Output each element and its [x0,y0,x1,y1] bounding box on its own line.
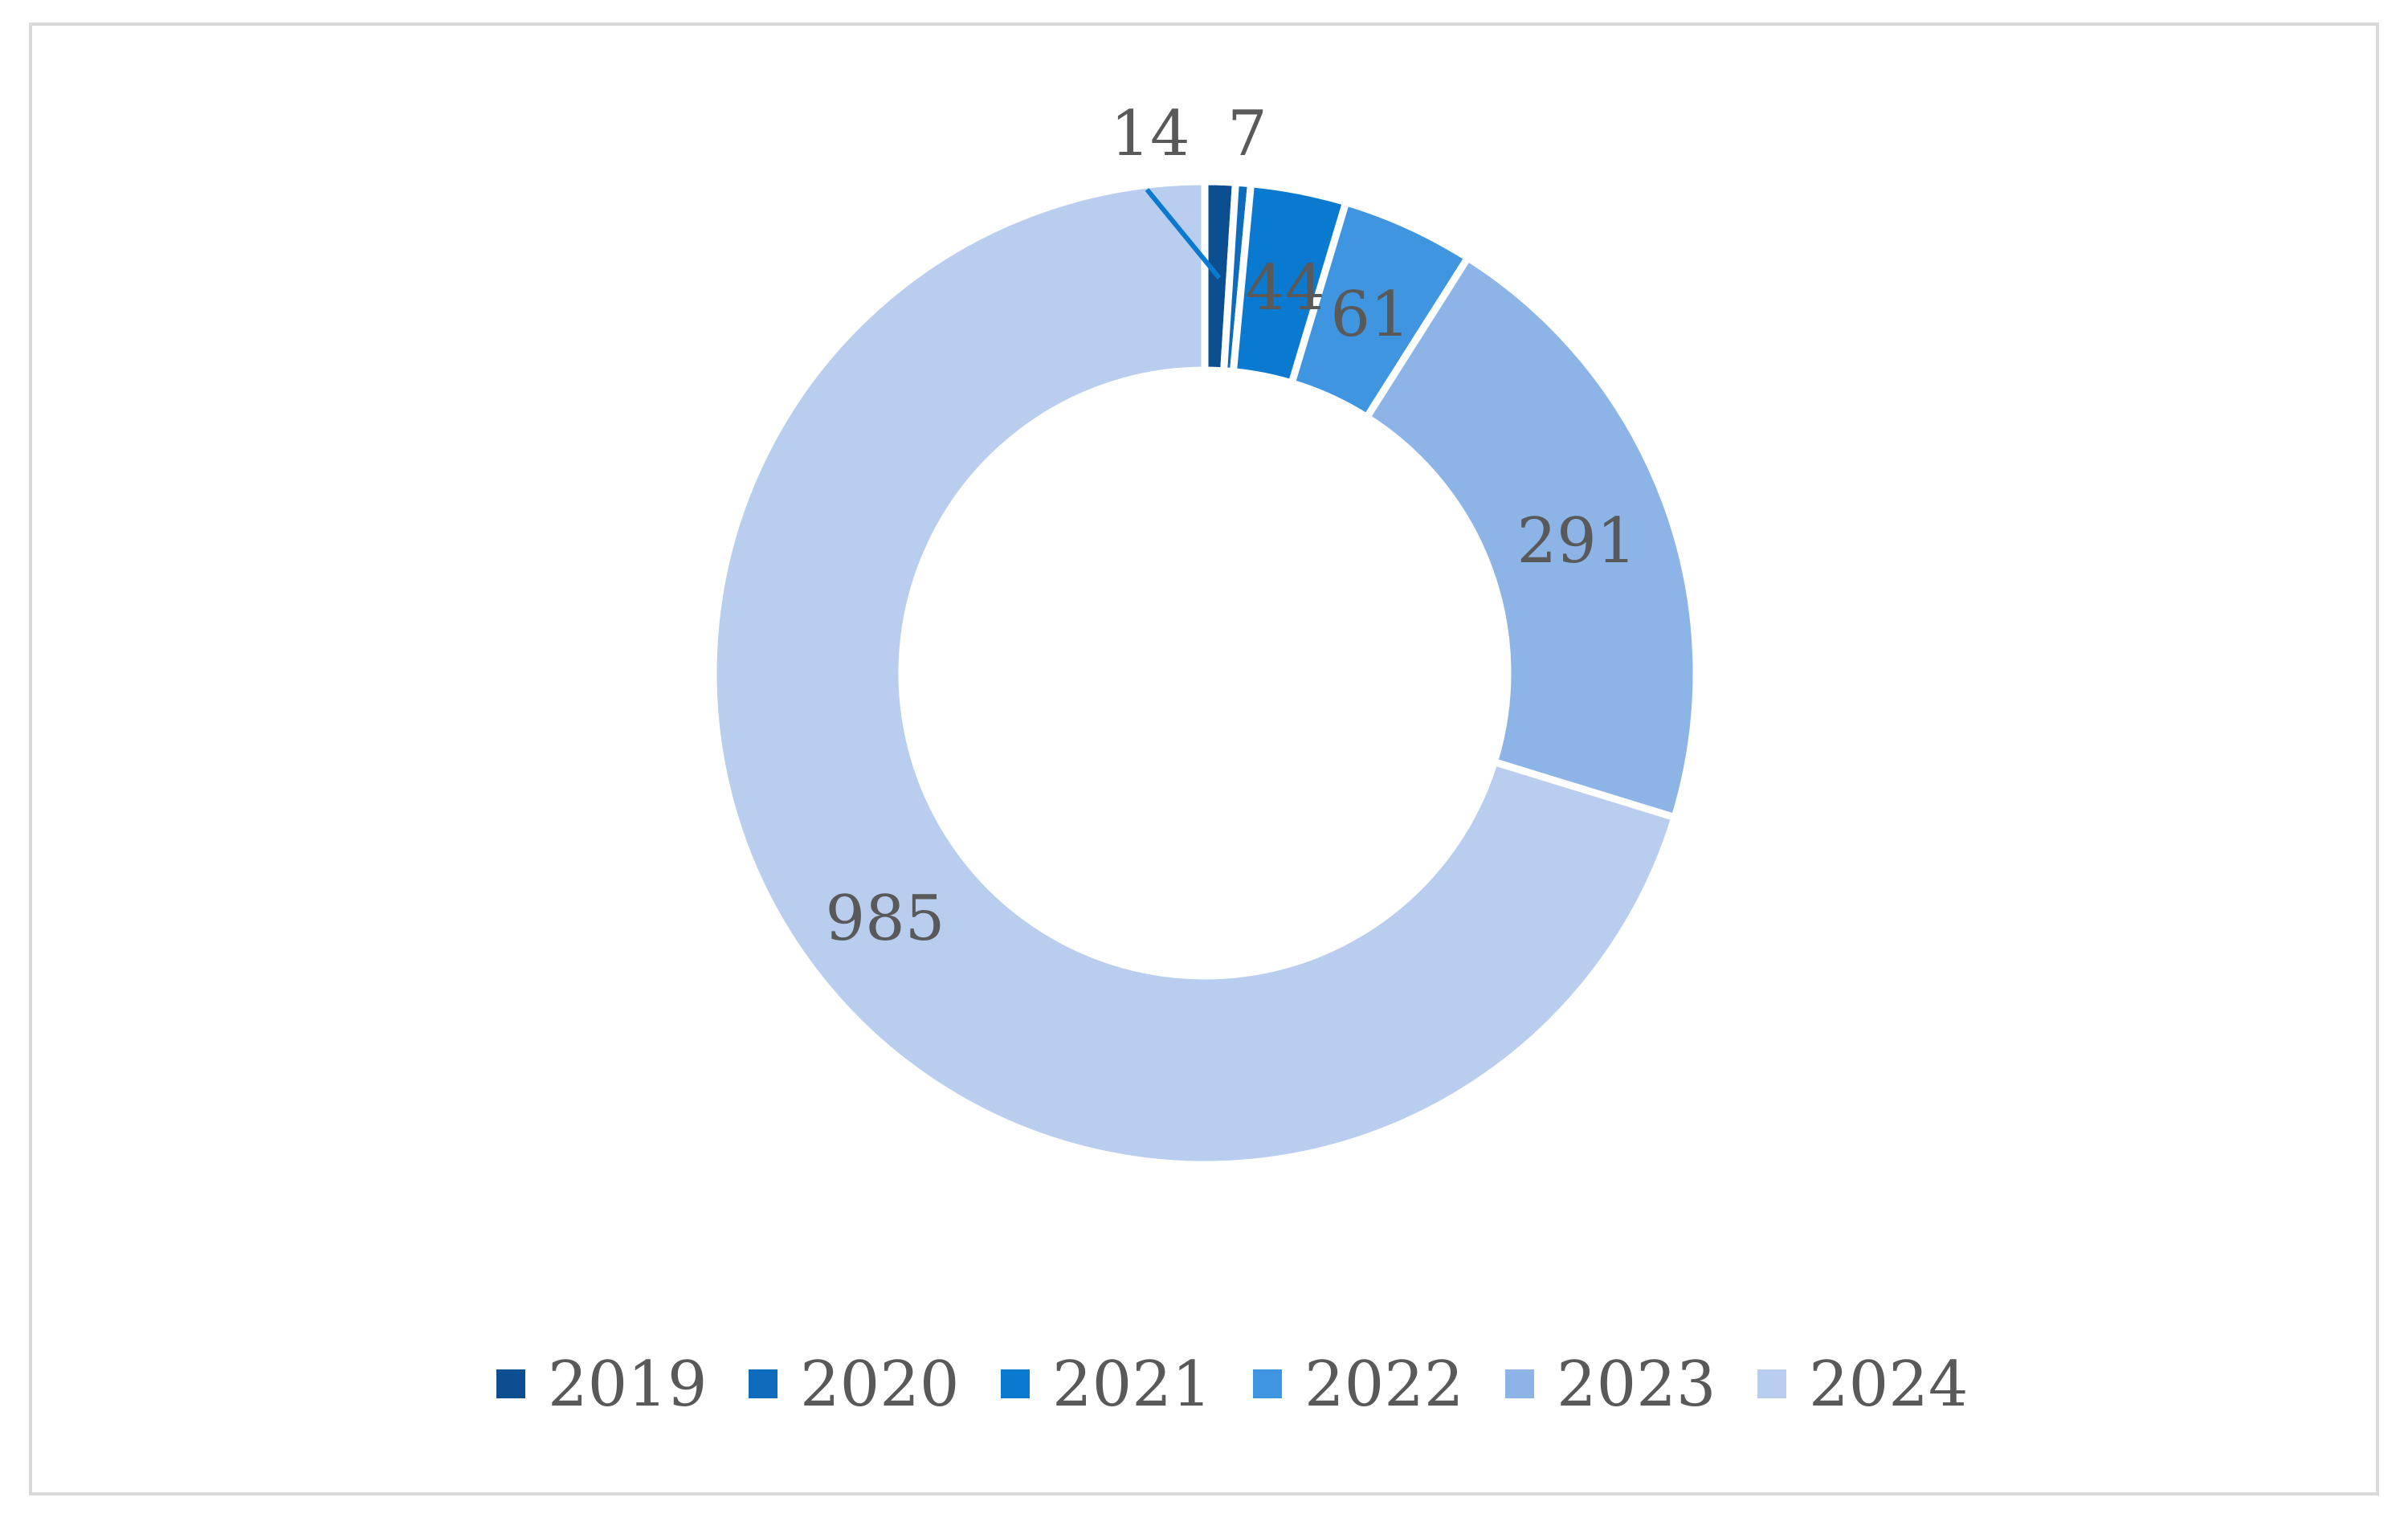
legend-label-2022: 2022 [1304,1349,1464,1421]
slice-2023 [1361,252,1700,822]
data-label-2020: 7 [1227,98,1267,170]
donut-slices [709,178,1700,1169]
leader-lines [1145,188,1222,280]
legend-label-2020: 2020 [800,1349,960,1421]
leader-line-2019 [1145,188,1222,280]
data-labels: 14 7 44 61 291 985 [826,98,1637,955]
data-label-2024: 985 [826,883,945,955]
legend-swatch-2024 [1757,1369,1786,1398]
data-label-2019: 14 [1110,98,1190,170]
legend-label-2024: 2024 [1809,1349,1969,1421]
data-label-2022: 61 [1330,279,1410,351]
legend-label-2019: 2019 [548,1349,708,1421]
legend-swatch-2020 [749,1369,777,1398]
slice-2024 [709,178,1679,1169]
data-label-2023: 291 [1517,505,1637,577]
legend-swatch-2022 [1253,1369,1282,1398]
legend-swatch-2019 [496,1369,525,1398]
legend-swatch-2021 [1001,1369,1030,1398]
data-label-2021: 44 [1245,252,1324,324]
legend-label-2021: 2021 [1052,1349,1212,1421]
legend-label-2023: 2023 [1557,1349,1716,1421]
legend: 2019 2020 2021 2022 2023 2024 [496,1349,1969,1421]
legend-swatch-2023 [1505,1369,1534,1398]
